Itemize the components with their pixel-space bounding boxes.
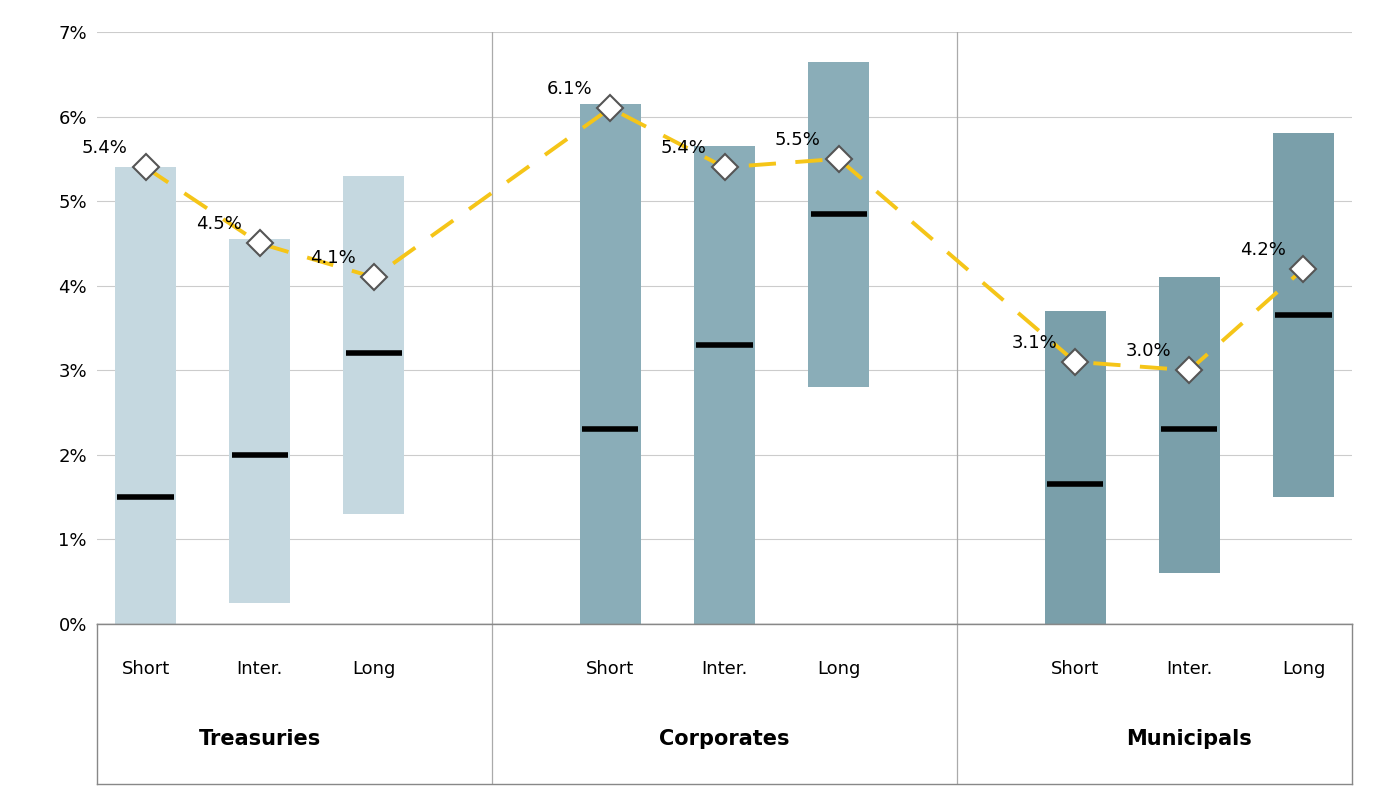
Text: 6.1%: 6.1% bbox=[546, 80, 592, 98]
Bar bbox=[115, 167, 177, 624]
Text: 5.4%: 5.4% bbox=[661, 139, 707, 157]
Bar bbox=[1045, 311, 1105, 624]
Text: 5.5%: 5.5% bbox=[776, 130, 821, 149]
Bar bbox=[580, 104, 640, 624]
Text: Long: Long bbox=[817, 660, 860, 678]
Text: Short: Short bbox=[586, 660, 635, 678]
Text: Short: Short bbox=[121, 660, 170, 678]
Text: Long: Long bbox=[1282, 660, 1325, 678]
Text: 4.1%: 4.1% bbox=[310, 249, 356, 267]
Text: 3.0%: 3.0% bbox=[1126, 342, 1172, 360]
Text: Inter.: Inter. bbox=[236, 660, 283, 678]
Text: 4.5%: 4.5% bbox=[196, 215, 241, 234]
Bar bbox=[1159, 278, 1220, 574]
Bar bbox=[344, 176, 404, 514]
Text: Municipals: Municipals bbox=[1126, 730, 1252, 749]
Text: 3.1%: 3.1% bbox=[1012, 334, 1057, 352]
Text: Corporates: Corporates bbox=[660, 730, 789, 749]
Text: Inter.: Inter. bbox=[701, 660, 748, 678]
Bar bbox=[694, 146, 755, 624]
Text: Inter.: Inter. bbox=[1166, 660, 1213, 678]
Text: Long: Long bbox=[352, 660, 396, 678]
Bar bbox=[229, 239, 290, 603]
Text: 4.2%: 4.2% bbox=[1239, 241, 1286, 258]
Text: 5.4%: 5.4% bbox=[81, 139, 128, 157]
Text: Short: Short bbox=[1052, 660, 1100, 678]
Bar bbox=[1272, 134, 1334, 497]
Text: Treasuries: Treasuries bbox=[199, 730, 320, 749]
Bar bbox=[809, 62, 869, 387]
